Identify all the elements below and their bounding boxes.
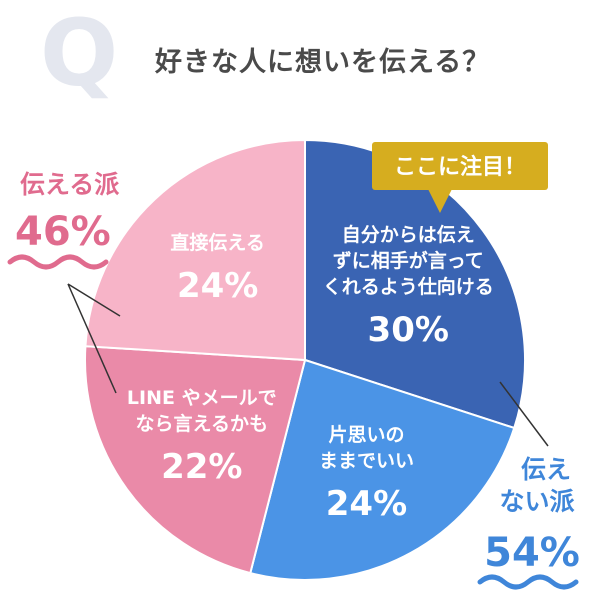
callout-text: ここに注目！ bbox=[394, 154, 526, 180]
group-right-label-2: ない派 bbox=[499, 487, 574, 516]
group-left-connector-top bbox=[67, 283, 121, 317]
slice-4-percent: 24% bbox=[177, 266, 258, 306]
slice-1-text-3: くれるよう仕向ける bbox=[323, 275, 494, 298]
pie-slice-1 bbox=[304, 138, 526, 430]
group-right-connector bbox=[499, 381, 549, 447]
slice-3-text-2: なら言えるかも bbox=[136, 412, 268, 435]
question-title: 好きな人に想いを伝える？ bbox=[155, 47, 491, 78]
group-left-connector-bottom bbox=[67, 283, 117, 394]
pie-slice-4 bbox=[84, 138, 306, 362]
group-right-label-1: 伝え bbox=[521, 455, 571, 484]
slice-3-percent: 22% bbox=[161, 447, 242, 487]
slice-1-text-2: ずに相手が言って bbox=[333, 249, 484, 272]
group-left-label: 伝える派 bbox=[20, 170, 119, 199]
slice-2-percent: 24% bbox=[326, 484, 407, 524]
group-right-percent: 54% bbox=[484, 530, 580, 576]
slice-2-text-1: 片思いの bbox=[328, 423, 404, 446]
slice-1-text-1: 自分からは伝え bbox=[342, 223, 475, 246]
group-left-wave bbox=[7, 254, 109, 270]
slice-1-percent: 30% bbox=[368, 310, 449, 350]
q-letter: Q bbox=[40, 0, 119, 107]
group-right: 伝え ない派 54% bbox=[477, 381, 580, 590]
callout: ここに注目！ bbox=[372, 142, 548, 213]
pie-slices bbox=[84, 138, 526, 581]
group-left: 伝える派 46% bbox=[7, 170, 121, 394]
group-left-percent: 46% bbox=[15, 209, 111, 255]
slice-3-text-1: LINE やメールで bbox=[127, 387, 277, 409]
pie-slice-2 bbox=[249, 358, 516, 581]
group-right-wave bbox=[477, 574, 579, 590]
callout-box bbox=[372, 142, 548, 190]
pie-slice-3 bbox=[84, 345, 307, 575]
slice-4-text-1: 直接伝える bbox=[170, 231, 264, 254]
slice-2-text-2: ままでいい bbox=[319, 450, 414, 472]
callout-pointer bbox=[428, 189, 452, 213]
